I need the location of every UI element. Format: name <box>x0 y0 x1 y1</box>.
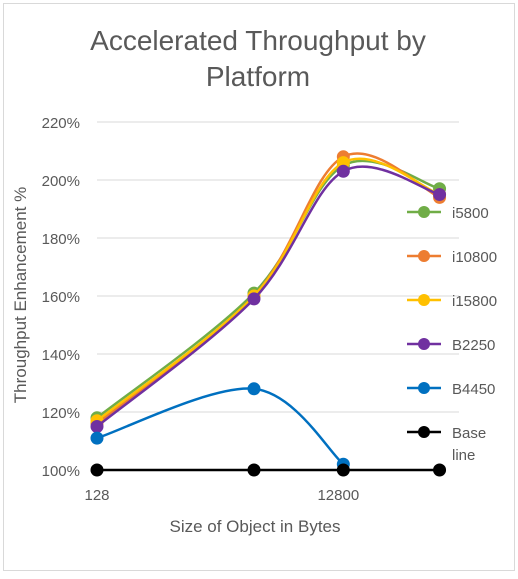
legend-label: line <box>452 447 475 464</box>
x-axis-label: Size of Object in Bytes <box>169 517 340 536</box>
legend-item: B4450 <box>407 381 495 398</box>
legend-item: i10800 <box>407 249 497 266</box>
legend-label: B4450 <box>452 381 495 398</box>
legend-label: i10800 <box>452 249 497 266</box>
data-point <box>90 463 104 477</box>
gridlines <box>97 121 459 413</box>
data-point <box>433 188 447 201</box>
chart-title-line-1: Accelerated Throughput by <box>90 25 426 56</box>
legend-label: B2250 <box>452 337 495 354</box>
data-point <box>247 463 261 477</box>
axis-ticks: 100% 120% 140% 160% 180% 200% 220% 128 12800 <box>42 115 360 504</box>
series-b4450 <box>90 382 350 471</box>
legend-marker <box>418 250 430 262</box>
legend-item: Base line <box>407 425 486 464</box>
legend-marker <box>418 426 430 438</box>
y-tick-label: 200% <box>42 173 80 190</box>
series-line <box>96 157 441 422</box>
legend-label: i15800 <box>452 293 497 310</box>
y-tick-label: 140% <box>42 347 80 364</box>
legend-label: i5800 <box>452 205 489 222</box>
legend-marker <box>418 338 430 350</box>
legend: i5800 i10800 i15800 B2250 B4450 Base line <box>407 205 497 464</box>
data-point <box>90 420 104 433</box>
legend-item: B2250 <box>407 337 495 354</box>
y-tick-label: 120% <box>42 405 80 422</box>
data-point <box>336 463 350 477</box>
y-axis-label: Throughput Enhancement % <box>11 187 30 403</box>
data-point <box>433 463 447 477</box>
y-tick-label: 160% <box>42 289 80 306</box>
x-tick-label: 12800 <box>317 487 359 504</box>
data-point <box>247 382 261 396</box>
legend-marker <box>418 382 430 394</box>
series-layer <box>90 150 447 477</box>
chart-title-line-2: Platform <box>206 61 310 92</box>
legend-marker <box>418 294 430 306</box>
data-point <box>247 292 261 306</box>
legend-label: Base <box>452 425 486 442</box>
series-line <box>96 165 440 428</box>
legend-marker <box>418 206 430 218</box>
series-line <box>96 152 441 425</box>
legend-item: i15800 <box>407 293 497 310</box>
series-base-line <box>90 463 447 477</box>
y-tick-label: 100% <box>42 463 80 480</box>
x-tick-label: 128 <box>84 487 109 504</box>
data-point <box>90 431 104 445</box>
y-tick-label: 220% <box>42 115 80 132</box>
data-point <box>336 164 350 178</box>
y-tick-label: 180% <box>42 231 80 248</box>
legend-item: i5800 <box>407 205 489 222</box>
